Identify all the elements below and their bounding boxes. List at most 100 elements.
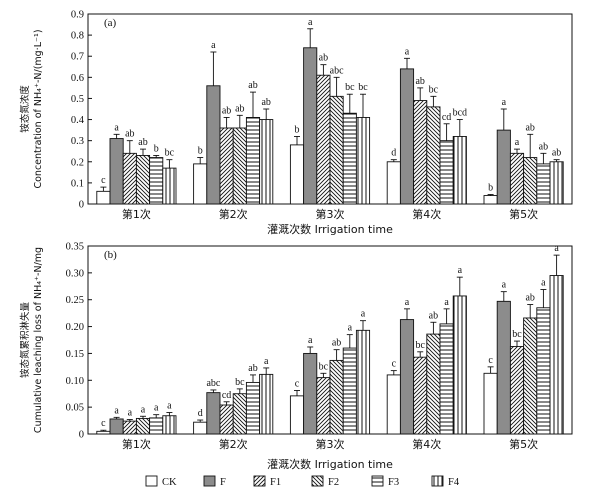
y-tick-label: 0.6 — [71, 73, 84, 84]
bar-f2 — [426, 333, 441, 435]
bar-f3 — [149, 417, 164, 435]
bar-f1 — [509, 345, 525, 435]
y-tick-label: 0.3 — [71, 136, 84, 147]
significance-label: ab — [539, 141, 548, 152]
significance-label: a — [502, 97, 507, 108]
legend-swatch-f — [203, 475, 216, 487]
significance-label: b — [295, 124, 300, 135]
legend-label-f: F — [220, 477, 226, 488]
bar-f — [109, 138, 124, 205]
significance-label: d — [198, 408, 203, 419]
bar-ck — [193, 163, 208, 205]
category-label: 第3次 — [316, 437, 345, 451]
significance-label: a — [141, 404, 146, 415]
significance-label: ab — [319, 53, 328, 64]
significance-label: ab — [138, 137, 147, 148]
significance-label: a — [128, 407, 133, 418]
bar-f — [496, 300, 511, 435]
bar-f3 — [245, 116, 261, 205]
significance-label: a — [211, 40, 216, 51]
significance-label: a — [515, 137, 520, 148]
y-tick-label: 0 — [79, 200, 84, 211]
significance-label: bc — [165, 148, 175, 159]
y-axis-label-en: Concentration of NH₄⁺-N/(mg·L⁻¹) — [33, 29, 44, 188]
legend: CK F F1 F2 F3 F4 — [145, 475, 460, 488]
y-axis-label-cn: 铵态氮浓度 — [19, 85, 31, 133]
significance-label: bc — [512, 329, 522, 340]
bar-f2 — [232, 393, 247, 435]
category-label: 第1次 — [122, 437, 151, 451]
bar-f1 — [316, 377, 331, 435]
category-label: 第4次 — [412, 207, 441, 221]
y-axis-label-cn: 铵态氮累积淋失量 — [19, 302, 31, 379]
significance-label: ab — [235, 103, 244, 114]
bar-f — [399, 68, 415, 205]
bar-f4 — [452, 295, 467, 435]
y-tick-label: 0.7 — [71, 52, 84, 63]
panel-label: (b) — [104, 249, 117, 261]
bar-f4 — [355, 329, 371, 435]
y-tick-label: 0.20 — [66, 322, 84, 333]
category-label: 第4次 — [412, 437, 441, 451]
significance-label: a — [405, 297, 410, 308]
significance-label: ab — [525, 293, 534, 304]
y-tick-label: 0 — [79, 430, 84, 441]
significance-label: ab — [248, 80, 257, 91]
significance-label: a — [154, 403, 159, 414]
panel-a: 0 0.1 0.2 0.3 0.4 0.5 0.6 0.7 0.8 0.9 (a) 铵态氮浓度 Conc… — [19, 10, 573, 236]
bar-f2 — [426, 106, 441, 205]
bar-ck — [483, 195, 498, 205]
bar-f1 — [122, 420, 137, 435]
bar-f2 — [523, 317, 538, 435]
bar-f4 — [259, 373, 274, 435]
bar-f — [303, 47, 318, 205]
panel-b: 0 0.05 0.10 0.15 0.20 0.25 0.30 0.35 (b) 铵态氮累积淋失量… — [19, 242, 573, 471]
significance-label: a — [554, 243, 559, 254]
bar-f1 — [316, 74, 331, 205]
bar-f1 — [509, 152, 525, 205]
legend-label-f1: F1 — [270, 477, 281, 488]
legend-swatch-f3 — [371, 475, 384, 487]
bar-ck — [193, 421, 208, 435]
bar-f4 — [355, 116, 371, 205]
bar-f2 — [329, 95, 344, 205]
y-tick-label: 0.15 — [66, 349, 84, 360]
legend-swatch-ck — [145, 475, 158, 487]
significance-label: bc — [358, 82, 368, 93]
category-label: 第3次 — [316, 207, 345, 221]
bar-f4 — [162, 167, 177, 205]
significance-label: b — [198, 146, 203, 157]
bar-f — [303, 352, 318, 435]
significance-label: ab — [415, 76, 424, 87]
bar-f1 — [219, 404, 234, 435]
significance-label: c — [488, 355, 493, 366]
y-tick-label: 0.1 — [71, 178, 84, 189]
significance-label: cd — [222, 390, 231, 401]
significance-label: a — [444, 297, 449, 308]
bar-f3 — [342, 347, 357, 435]
significance-label: a — [405, 46, 410, 57]
bar-f2 — [135, 417, 151, 435]
bar-f1 — [413, 356, 428, 435]
significance-label: bc — [345, 82, 355, 93]
bar-ck — [96, 430, 111, 435]
bar-f2 — [232, 127, 247, 205]
significance-label: a — [541, 278, 546, 289]
bar-f — [399, 319, 415, 435]
y-tick-label: 0.8 — [71, 31, 84, 42]
y-tick-label: 0.35 — [66, 242, 84, 253]
category-label: 第5次 — [509, 207, 538, 221]
bar-ck — [289, 144, 305, 205]
significance-label: ab — [125, 129, 134, 140]
legend-label-ck: CK — [162, 477, 177, 488]
significance-label: d — [391, 148, 396, 159]
bar-ck — [96, 190, 111, 205]
bar-f4 — [162, 415, 177, 435]
bar-f1 — [122, 152, 137, 205]
significance-label: abc — [206, 378, 220, 389]
bar-f2 — [135, 154, 151, 205]
bar-f — [206, 392, 221, 435]
bar-f3 — [245, 381, 261, 435]
y-tick-label: 0.10 — [66, 376, 84, 387]
x-axis-title: 灌溉次数 Irrigation time — [267, 457, 393, 471]
